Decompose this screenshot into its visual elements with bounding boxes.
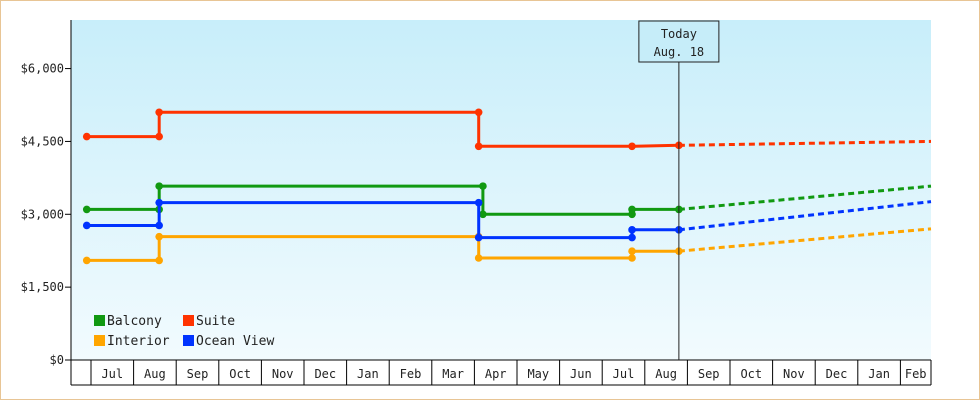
- forecast-line: [678, 139, 932, 147]
- data-point: [474, 198, 483, 207]
- forecast-line: [678, 200, 932, 232]
- legend-swatch: [183, 335, 194, 346]
- data-point: [155, 221, 163, 230]
- data-point: [155, 132, 163, 141]
- legend-label: Balcony: [107, 314, 162, 329]
- forecast-line: [678, 227, 932, 253]
- x-tick-label: Dec: [826, 367, 848, 381]
- data-point: [82, 256, 91, 265]
- data-point: [628, 142, 636, 151]
- x-tick-label: Jul: [101, 367, 123, 381]
- data-point: [479, 210, 487, 219]
- legend-swatch: [183, 315, 194, 326]
- legend-swatch: [94, 335, 105, 346]
- data-point: [479, 182, 487, 190]
- data-point: [628, 233, 636, 242]
- data-point: [474, 233, 483, 242]
- legend-label: Suite: [196, 314, 235, 329]
- x-tick-label: Oct: [229, 367, 251, 381]
- data-point: [155, 182, 163, 190]
- x-tick-label: Oct: [740, 367, 762, 381]
- legend: Balcony Suite Interior Ocean View: [94, 314, 274, 349]
- legend-swatch: [94, 315, 105, 326]
- data-point: [628, 205, 636, 214]
- legend-label: Ocean View: [196, 334, 274, 349]
- x-tick-label: Jun: [570, 367, 592, 381]
- x-tick-label: Nov: [783, 367, 805, 381]
- x-tick-label: Mar: [442, 367, 464, 381]
- x-tick-label: Aug: [144, 367, 166, 381]
- data-point: [474, 254, 483, 262]
- y-axis: $0 $1,500 $3,000 $4,500 $6,000: [21, 20, 72, 385]
- data-point: [155, 198, 163, 207]
- data-point: [155, 108, 163, 117]
- x-tick-label: Jan: [868, 367, 890, 381]
- data-point: [82, 132, 91, 141]
- x-tick-label: Sep: [698, 367, 720, 381]
- y-tick-label: $0: [50, 353, 64, 367]
- data-point: [82, 205, 91, 214]
- x-tick-label: Feb: [905, 367, 927, 381]
- data-point: [155, 256, 163, 265]
- x-tick-label: Nov: [272, 367, 294, 381]
- x-tick-label: May: [527, 367, 549, 381]
- x-tick-label: Dec: [314, 367, 336, 381]
- x-tick-label: Jan: [357, 367, 379, 381]
- y-tick-label: $6,000: [21, 62, 64, 76]
- legend-label: Interior: [107, 334, 170, 349]
- data-point: [155, 232, 163, 241]
- data-point: [628, 226, 636, 234]
- x-tick-label: Sep: [187, 367, 209, 381]
- x-axis: Jul Aug Sep Oct Nov Dec Jan Feb Mar Apr May Jun Jul A…: [71, 359, 932, 386]
- data-point: [474, 142, 483, 151]
- series-layer: [82, 108, 932, 265]
- y-tick-label: $3,000: [21, 207, 64, 221]
- today-box: [638, 20, 720, 63]
- today-annotation: Today Aug. 18: [638, 20, 720, 360]
- forecast-line: [678, 184, 932, 211]
- x-tick-label: Aug: [655, 367, 677, 381]
- data-point: [628, 247, 636, 255]
- today-label: Aug. 18: [654, 45, 705, 59]
- today-label: Today: [661, 27, 697, 41]
- y-tick-label: $1,500: [21, 280, 64, 294]
- x-tick-label: Apr: [485, 367, 507, 381]
- x-tick-label: Feb: [400, 367, 422, 381]
- data-point: [474, 108, 483, 117]
- y-tick-label: $4,500: [21, 134, 64, 148]
- data-point: [82, 221, 91, 230]
- plot-background: [71, 20, 931, 360]
- x-tick-label: Jul: [613, 367, 635, 381]
- data-point: [628, 254, 636, 262]
